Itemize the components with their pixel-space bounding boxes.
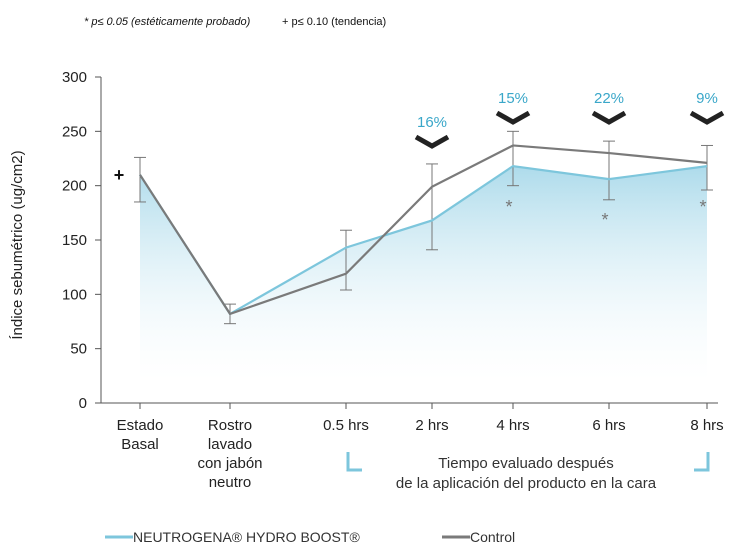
reduction-chevron-icon bbox=[414, 134, 450, 149]
y-tick-label: 150 bbox=[62, 232, 87, 249]
x-tick-label: Estado Basal bbox=[117, 417, 164, 453]
significance-asterisk: * bbox=[699, 197, 706, 217]
x-axis: Estado Basal Rostro lavado con jabón neutro 0.… bbox=[101, 402, 724, 491]
y-tick-label: 300 bbox=[62, 69, 87, 86]
note-trend: + p≤ 0.10 (tendencia) bbox=[282, 16, 386, 28]
legend: NEUTROGENA® HYDRO BOOST® Control bbox=[105, 529, 515, 545]
x-tick-line: con jabón bbox=[197, 455, 262, 472]
reduction-label: 9% bbox=[696, 90, 718, 107]
x-tick-line: 8 hrs bbox=[690, 417, 723, 434]
y-axis-label: Índice sebumétrico (ug/cm2) bbox=[9, 150, 26, 339]
x-tick-line: 2 hrs bbox=[415, 417, 448, 434]
x-tick-label: 8 hrs bbox=[690, 417, 723, 434]
reduction-label: 15% bbox=[498, 90, 528, 107]
significance-asterisk: * bbox=[505, 197, 512, 217]
x-tick-label: 2 hrs bbox=[415, 417, 448, 434]
hydro-boost-area bbox=[140, 166, 707, 381]
x-tick-line: Rostro bbox=[208, 417, 252, 434]
y-tick-label: 100 bbox=[62, 286, 87, 303]
legend-label: NEUTROGENA® HYDRO BOOST® bbox=[133, 529, 360, 545]
annotations: +16% 15% 22% 9% * * * bbox=[114, 90, 725, 230]
x-tick-line: 4 hrs bbox=[496, 417, 529, 434]
y-tick-label: 50 bbox=[70, 341, 87, 358]
span-bracket-right bbox=[694, 452, 710, 472]
span-label-line: de la aplicación del producto en la cara bbox=[396, 475, 657, 492]
reduction-chevron-icon bbox=[495, 110, 531, 125]
span-label-line: Tiempo evaluado después bbox=[438, 455, 613, 472]
reduction-label: 22% bbox=[594, 90, 624, 107]
y-tick-label: 0 bbox=[79, 395, 87, 412]
x-tick-label: Rostro lavado con jabón neutro bbox=[197, 417, 262, 491]
series-line-control bbox=[139, 144, 708, 316]
reduction-chevron-icon bbox=[591, 110, 627, 125]
x-tick-line: Basal bbox=[121, 436, 159, 453]
x-tick-line: Estado bbox=[117, 417, 164, 434]
y-tick-label: 250 bbox=[62, 123, 87, 140]
x-tick-line: 6 hrs bbox=[592, 417, 625, 434]
significance-asterisk: * bbox=[601, 210, 608, 230]
x-tick-line: neutro bbox=[209, 474, 252, 491]
y-tick-label: 200 bbox=[62, 178, 87, 195]
x-tick-label: 4 hrs bbox=[496, 417, 529, 434]
x-tick-label: 6 hrs bbox=[592, 417, 625, 434]
plus-marker: + bbox=[114, 165, 125, 185]
x-tick-label: 0.5 hrs bbox=[323, 417, 369, 434]
reduction-label: 16% bbox=[417, 114, 447, 131]
span-bracket-left bbox=[346, 452, 362, 472]
x-tick-line: lavado bbox=[208, 436, 252, 453]
y-axis: 0 50 100 150 200 250 300 bbox=[62, 69, 102, 412]
time-span-bracket: Tiempo evaluado después de la aplicación … bbox=[346, 452, 710, 492]
note-significance: * p≤ 0.05 (estéticamente probado) bbox=[84, 16, 251, 28]
reduction-chevron-icon bbox=[689, 110, 725, 125]
legend-label: Control bbox=[470, 529, 515, 545]
x-tick-line: 0.5 hrs bbox=[323, 417, 369, 434]
